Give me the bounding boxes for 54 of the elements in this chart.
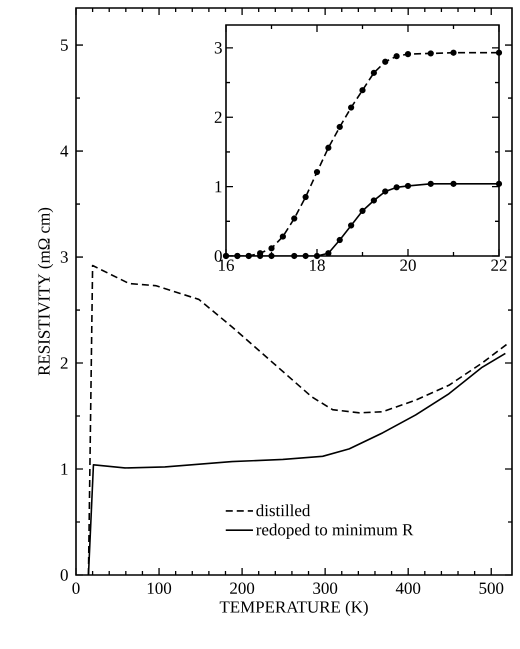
point (359, 208, 366, 214)
x-tick-label: 400 (396, 582, 420, 594)
x-tick-label: 20 (400, 260, 416, 271)
point (382, 58, 388, 65)
point (394, 53, 400, 60)
point (382, 188, 388, 195)
y-tick-label: 0 (60, 569, 68, 581)
x-tick-label: 22 (491, 260, 507, 271)
point (348, 222, 354, 229)
point (450, 50, 457, 56)
y-tick-label: 0 (214, 250, 222, 262)
x-tick-label: 300 (313, 582, 338, 594)
y-tick-label: 1 (61, 463, 68, 475)
point (428, 180, 434, 187)
x-tick-label: 0 (72, 582, 80, 594)
y-tick-label: 4 (60, 146, 68, 157)
y-axis-title: RESISTIVITY (mΩ cm) (38, 208, 54, 376)
point (280, 233, 286, 240)
y-tick-label: 1 (215, 181, 222, 192)
y-tick-label: 3 (214, 42, 222, 54)
x-axis-title: TEMPERATURE (K) (220, 600, 368, 616)
y-tick-label: 3 (60, 251, 68, 263)
point (314, 252, 320, 260)
point (314, 168, 320, 176)
point (336, 236, 343, 244)
point (404, 51, 412, 58)
point (268, 252, 275, 260)
y-tick-label: 2 (214, 112, 222, 123)
point (450, 180, 457, 187)
legend-label: distilled (256, 504, 310, 516)
point (428, 50, 434, 57)
x-tick-label: 18 (310, 260, 325, 271)
point (359, 87, 366, 94)
point (348, 104, 354, 111)
point (370, 70, 377, 76)
point (496, 180, 502, 187)
point (496, 50, 502, 56)
point (268, 245, 275, 252)
point (291, 252, 298, 260)
x-tick-label: 200 (230, 582, 254, 594)
point (325, 144, 332, 151)
point (370, 197, 377, 204)
legend-label: redoped to minimum R (256, 524, 414, 539)
point (394, 184, 400, 190)
y-tick-label: 2 (60, 357, 68, 369)
point (302, 194, 309, 200)
x-tick-label: 100 (148, 582, 172, 594)
y-tick-label: 5 (60, 39, 68, 51)
point (404, 182, 412, 190)
point (291, 215, 298, 222)
point (302, 252, 309, 260)
x-tick-label: 500 (480, 582, 504, 594)
x-tick-label: 16 (219, 260, 234, 271)
point (336, 124, 343, 130)
